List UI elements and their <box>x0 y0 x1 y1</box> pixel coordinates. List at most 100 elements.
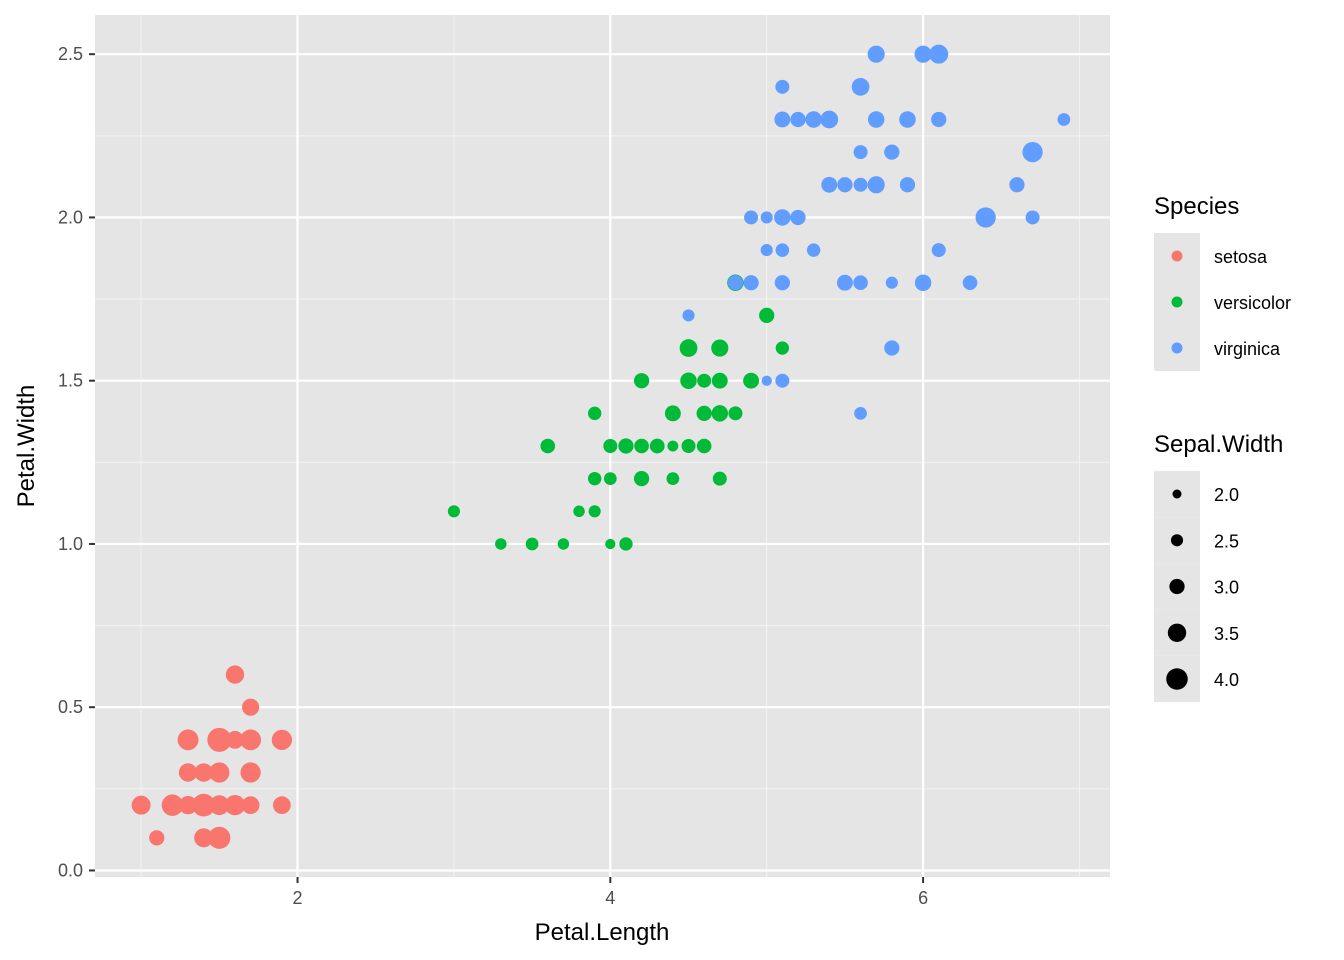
data-point-virginica <box>884 144 900 160</box>
data-point-versicolor <box>680 373 697 389</box>
data-point-versicolor <box>604 439 617 453</box>
data-point-virginica <box>914 45 932 63</box>
data-point-virginica <box>853 275 868 291</box>
sepal-width-legend-title: Sepal.Width <box>1154 431 1283 458</box>
data-point-virginica <box>929 44 949 64</box>
y-axis-tick-labels: 0.0 0.5 1.0 1.5 2.0 2.5 <box>58 44 83 880</box>
data-point-virginica <box>1025 210 1040 225</box>
data-point-virginica <box>774 275 790 291</box>
data-point-setosa <box>225 665 245 684</box>
data-point-virginica <box>774 111 791 128</box>
data-point-versicolor <box>603 472 617 486</box>
data-point-virginica <box>806 243 821 257</box>
sepal-width-legend: Sepal.Width 2.0 2.5 3.0 3.5 4.0 <box>1154 431 1283 703</box>
data-points <box>131 44 1071 849</box>
data-point-setosa <box>179 796 197 814</box>
data-point-virginica <box>854 406 867 420</box>
data-point-versicolor <box>573 505 585 518</box>
data-point-virginica <box>774 209 791 226</box>
y-axis-title: Petal.Width <box>13 385 40 508</box>
data-point-versicolor <box>667 440 679 452</box>
data-point-versicolor <box>679 339 698 357</box>
legend-size-label: 4.0 <box>1214 670 1239 690</box>
data-point-virginica <box>867 176 885 194</box>
data-point-versicolor <box>618 439 633 453</box>
data-point-versicolor <box>666 472 680 486</box>
data-point-virginica <box>775 79 790 94</box>
data-point-virginica <box>821 176 838 193</box>
legend-size-label: 2.5 <box>1214 531 1239 551</box>
data-point-virginica <box>790 111 806 128</box>
data-point-versicolor <box>696 438 712 454</box>
data-point-versicolor <box>525 537 539 551</box>
data-point-virginica <box>790 209 806 226</box>
data-point-virginica <box>931 111 947 128</box>
data-point-versicolor <box>775 341 790 355</box>
data-point-virginica <box>899 177 916 193</box>
data-point-setosa <box>242 698 260 716</box>
legend-size-label: 3.5 <box>1214 624 1239 644</box>
data-point-versicolor <box>649 438 665 454</box>
data-point-setosa <box>194 828 214 848</box>
data-point-virginica <box>867 45 885 63</box>
species-legend: Species setosa versicolor virginica <box>1154 193 1291 371</box>
legend-key-virginica <box>1171 342 1183 354</box>
data-point-versicolor <box>696 405 712 421</box>
data-point-virginica <box>867 111 885 128</box>
y-tick-label: 2.5 <box>58 44 83 64</box>
data-point-virginica <box>975 207 996 228</box>
data-point-versicolor <box>557 538 570 550</box>
legend-size-key <box>1167 623 1187 642</box>
legend-size-key <box>1166 668 1188 690</box>
data-point-versicolor <box>681 439 696 453</box>
y-tick-label: 0.5 <box>58 697 83 717</box>
data-point-setosa <box>131 795 151 815</box>
data-point-versicolor <box>588 505 601 518</box>
data-point-virginica <box>820 110 839 129</box>
data-point-virginica <box>805 111 822 128</box>
data-point-setosa <box>208 826 231 849</box>
data-point-setosa <box>210 730 229 749</box>
data-point-versicolor <box>745 374 758 387</box>
data-point-versicolor <box>447 505 460 518</box>
data-point-setosa <box>164 796 181 814</box>
data-point-versicolor <box>587 406 602 421</box>
data-point-setosa <box>196 764 212 781</box>
y-tick-label: 2.0 <box>58 207 83 227</box>
data-point-setosa <box>240 729 262 751</box>
data-point-virginica <box>775 373 790 388</box>
data-point-setosa <box>273 796 291 815</box>
data-point-versicolor <box>619 537 633 551</box>
y-tick-label: 0.0 <box>58 860 83 880</box>
data-point-virginica <box>852 78 869 95</box>
plot-panel <box>95 15 1110 877</box>
data-point-versicolor <box>728 406 743 421</box>
data-point-virginica <box>760 244 773 257</box>
data-point-versicolor <box>697 373 712 388</box>
data-point-virginica <box>760 211 773 224</box>
data-point-virginica <box>836 274 853 291</box>
legend-size-key <box>1170 534 1184 547</box>
data-point-setosa <box>271 729 293 750</box>
axis-ticks <box>89 53 925 883</box>
data-point-virginica <box>853 145 868 160</box>
data-point-versicolor <box>712 406 728 421</box>
data-point-virginica <box>837 177 853 193</box>
legend-key-versicolor <box>1171 296 1183 308</box>
data-point-versicolor <box>540 438 556 454</box>
legend-key-setosa <box>1171 250 1183 262</box>
data-point-virginica <box>1057 113 1071 126</box>
data-point-versicolor <box>665 405 681 421</box>
data-point-setosa <box>177 729 199 751</box>
data-point-versicolor <box>711 339 729 357</box>
data-point-setosa <box>224 795 246 816</box>
x-axis-tick-labels: 2 4 6 <box>293 888 929 908</box>
data-point-setosa <box>209 762 230 783</box>
legend-label-virginica: virginica <box>1214 339 1281 359</box>
y-tick-label: 1.5 <box>58 371 83 391</box>
data-point-virginica <box>885 276 898 289</box>
data-point-virginica <box>744 210 759 225</box>
data-point-virginica <box>727 275 744 291</box>
legend-label-versicolor: versicolor <box>1214 293 1291 313</box>
